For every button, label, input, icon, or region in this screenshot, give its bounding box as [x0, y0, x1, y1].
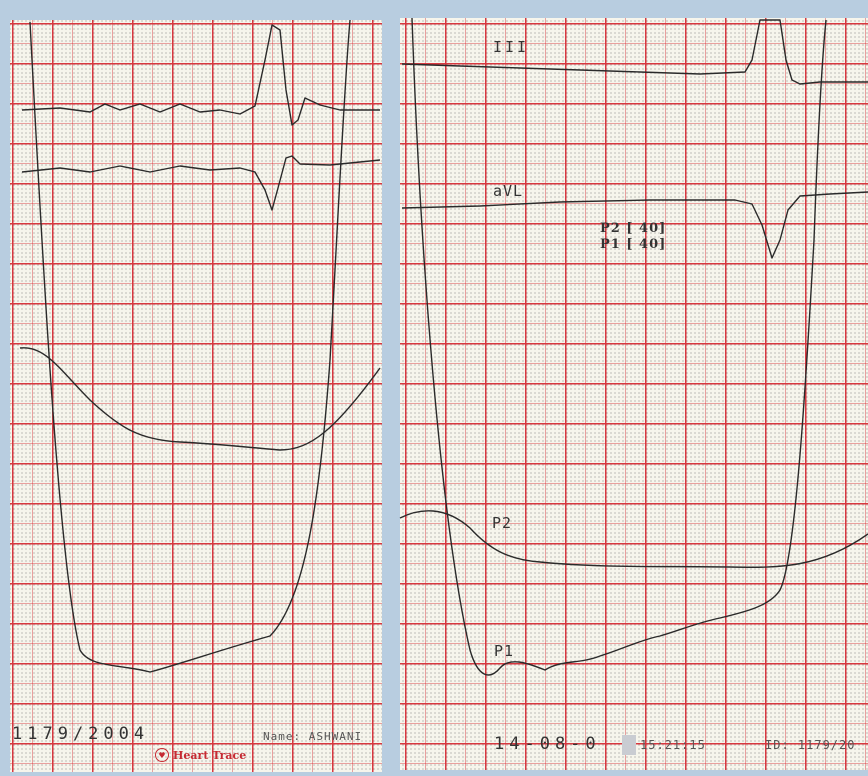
p1-setting: P1 [ 40] — [600, 237, 667, 252]
heart-icon: ♥ — [155, 748, 169, 762]
redacted-block — [622, 735, 636, 755]
p2-setting: P2 [ 40] — [600, 221, 667, 236]
left-p1-curve — [29, 19, 351, 673]
left-date-label: 1179/2004 — [12, 724, 150, 744]
brand-mark: ♥ Heart Trace — [155, 748, 246, 762]
right-time-label: 15:21:15 — [640, 738, 706, 752]
lead-iii-label: III — [493, 38, 530, 56]
right-lead-avl-trace — [401, 191, 868, 259]
left-lead-trace-2 — [21, 155, 381, 211]
p1-label: P1 — [494, 642, 515, 660]
brand-label: Heart Trace — [173, 748, 247, 762]
left-p2-curve — [19, 347, 381, 451]
ecg-strip-left — [10, 20, 382, 772]
left-lead-trace-1 — [21, 24, 380, 126]
ecg-strip-right — [400, 18, 868, 770]
right-id-label: ID: 1179/20 — [765, 738, 856, 752]
left-patient-name: Name: ASHWANI — [263, 730, 363, 743]
right-lead-iii-trace — [401, 19, 868, 85]
right-date-label: 14-08-0 — [494, 734, 601, 754]
p2-label: P2 — [492, 514, 513, 532]
right-p1-curve — [411, 17, 827, 676]
lead-avl-label: aVL — [493, 182, 524, 200]
right-p2-curve — [399, 510, 868, 568]
